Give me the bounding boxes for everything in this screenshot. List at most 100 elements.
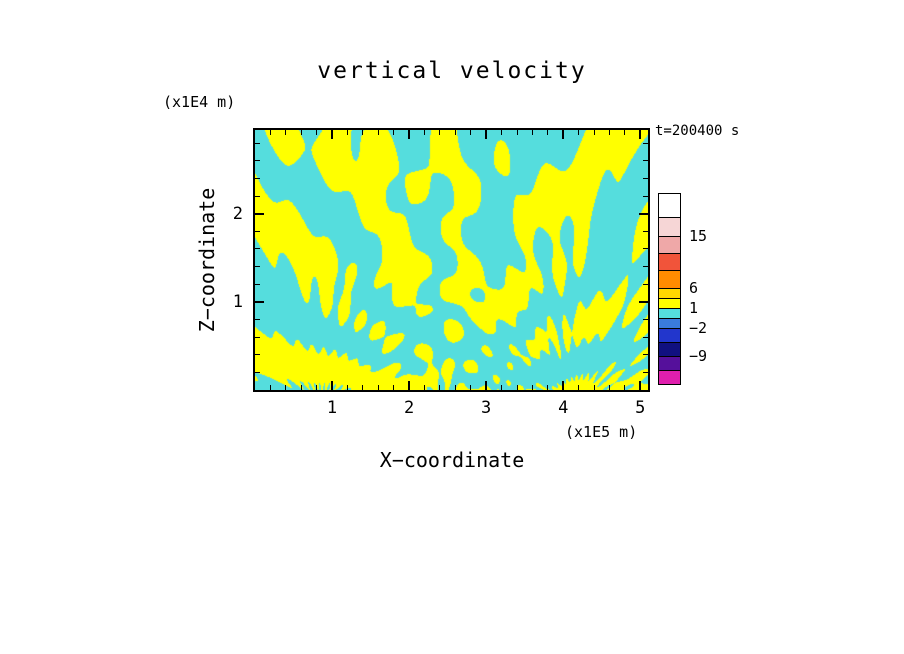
colorbar-segment — [659, 237, 680, 254]
axis-tick — [643, 283, 648, 285]
axis-tick — [255, 195, 260, 197]
colorbar-segment — [659, 271, 680, 289]
axis-tick — [608, 385, 610, 390]
axis-tick — [255, 142, 260, 144]
axis-tick — [300, 385, 302, 390]
axis-tick — [643, 266, 648, 268]
colorbar-level-label: −9 — [689, 347, 708, 365]
x-axis-unit: (x1E5 m) — [565, 423, 638, 441]
axis-tick — [643, 248, 648, 250]
axis-tick — [643, 177, 648, 179]
axis-tick — [454, 130, 456, 135]
axis-tick — [531, 385, 533, 390]
axis-tick — [593, 385, 595, 390]
axis-tick — [362, 385, 364, 390]
colorbar-segment — [659, 218, 680, 237]
axis-tick — [346, 130, 348, 135]
axis-tick — [501, 130, 503, 135]
axis-tick — [255, 248, 260, 250]
axis-tick — [608, 130, 610, 135]
colorbar-segment — [659, 309, 680, 319]
axis-tick — [331, 381, 334, 390]
y-tick-label: 2 — [232, 203, 243, 224]
axis-tick — [624, 130, 626, 135]
plot-area — [253, 128, 650, 392]
axis-tick — [255, 283, 260, 285]
axis-tick — [547, 130, 549, 135]
colorbar-segment — [659, 343, 680, 357]
axis-tick — [255, 300, 264, 303]
axis-tick — [255, 212, 264, 215]
axis-tick — [300, 130, 302, 135]
x-tick-label: 2 — [403, 398, 415, 418]
plot-title: vertical velocity — [317, 58, 587, 84]
axis-tick — [269, 385, 271, 390]
axis-tick — [255, 230, 260, 232]
axis-tick — [285, 130, 287, 135]
axis-tick — [470, 385, 472, 390]
velocity-field-canvas — [255, 130, 648, 390]
axis-tick — [408, 381, 411, 390]
axis-tick — [255, 336, 260, 338]
axis-tick — [639, 212, 648, 215]
axis-tick — [593, 130, 595, 135]
axis-tick — [269, 130, 271, 135]
axis-tick — [255, 266, 260, 268]
axis-tick — [439, 130, 441, 135]
axis-tick — [516, 130, 518, 135]
axis-tick — [643, 160, 648, 162]
axis-tick — [562, 381, 565, 390]
colorbar-level-label: −2 — [689, 319, 708, 337]
axis-tick — [643, 195, 648, 197]
x-tick-label: 5 — [635, 398, 646, 418]
axis-tick — [501, 385, 503, 390]
colorbar-segment — [659, 371, 680, 384]
colorbar-level-label: 15 — [689, 227, 708, 245]
axis-tick — [624, 385, 626, 390]
axis-tick — [255, 160, 260, 162]
axis-tick — [316, 130, 318, 135]
axis-tick — [643, 230, 648, 232]
axis-tick — [255, 177, 260, 179]
axis-tick — [470, 130, 472, 135]
axis-tick — [346, 385, 348, 390]
axis-tick — [255, 371, 260, 373]
colorbar-level-label: 6 — [689, 279, 699, 297]
x-tick-label: 4 — [558, 398, 569, 418]
axis-tick — [639, 130, 642, 139]
colorbar-level-label: 1 — [689, 299, 699, 317]
x-axis-label: X−coordinate — [379, 448, 525, 472]
axis-tick — [424, 130, 426, 135]
axis-tick — [485, 130, 488, 139]
axis-tick — [643, 336, 648, 338]
axis-tick — [485, 381, 488, 390]
axis-tick — [454, 385, 456, 390]
axis-tick — [255, 354, 260, 356]
axis-tick — [639, 300, 648, 303]
colorbar-segment — [659, 319, 680, 329]
axis-tick — [255, 318, 260, 320]
colorbar-segment — [659, 357, 680, 371]
x-tick-label: 3 — [481, 398, 492, 418]
axis-tick — [643, 371, 648, 373]
axis-tick — [639, 381, 642, 390]
axis-tick — [516, 385, 518, 390]
axis-tick — [408, 130, 411, 139]
axis-tick — [643, 354, 648, 356]
axis-tick — [578, 130, 580, 135]
axis-tick — [643, 142, 648, 144]
axis-tick — [531, 130, 533, 135]
axis-tick — [547, 385, 549, 390]
axis-tick — [362, 130, 364, 135]
axis-tick — [393, 130, 395, 135]
axis-tick — [377, 130, 379, 135]
colorbar — [658, 193, 681, 385]
colorbar-segment — [659, 289, 680, 299]
axis-tick — [439, 385, 441, 390]
axis-tick — [331, 130, 334, 139]
colorbar-segment — [659, 329, 680, 343]
axis-tick — [393, 385, 395, 390]
axis-tick — [285, 385, 287, 390]
colorbar-segment — [659, 194, 680, 218]
